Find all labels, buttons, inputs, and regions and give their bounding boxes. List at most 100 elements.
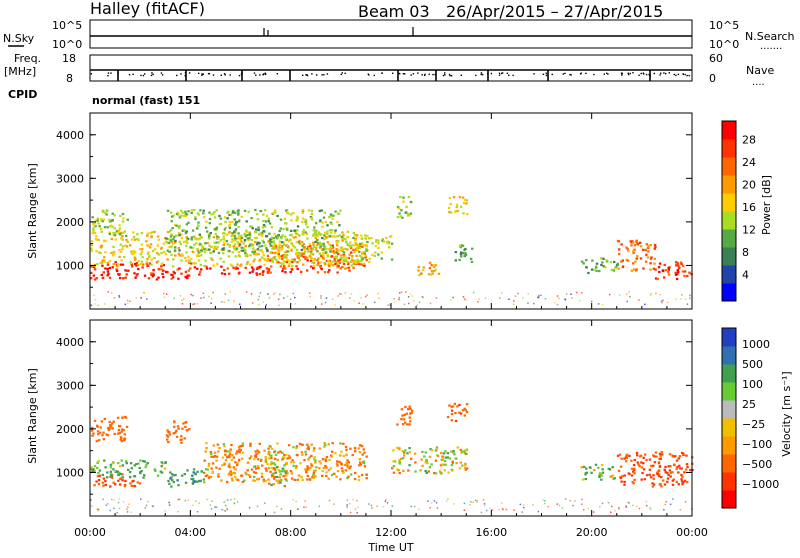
power-cell <box>368 261 371 264</box>
velocity-cell <box>427 470 430 473</box>
nave-dot <box>648 73 650 76</box>
power-cell <box>320 248 324 251</box>
velocity-cell <box>434 459 438 462</box>
power-cell <box>258 233 261 236</box>
power-noise-cell <box>662 299 664 302</box>
velocity-cell <box>190 477 193 481</box>
power-cell <box>284 271 287 274</box>
power-cell <box>291 261 294 264</box>
velocity-noise-cell <box>581 503 583 505</box>
power-cell <box>223 273 227 276</box>
power-cell <box>272 237 276 240</box>
power-noise-cell <box>675 298 677 300</box>
power-cell <box>178 224 181 227</box>
velocity-cell <box>256 464 260 468</box>
power-cell <box>344 237 347 241</box>
power-cell <box>94 237 98 241</box>
power-cell <box>309 250 313 254</box>
power-cell <box>90 240 94 243</box>
power-cell <box>296 229 299 232</box>
power-cell <box>676 262 679 265</box>
power-cell <box>348 245 352 248</box>
power-noise-cell <box>309 292 311 294</box>
power-cell <box>275 258 278 261</box>
power-cell <box>270 257 273 260</box>
power-cell <box>632 262 635 265</box>
velocity-cell <box>255 453 258 456</box>
velocity-cell <box>689 469 692 472</box>
velocity-cell <box>264 458 267 461</box>
velocity-cell <box>240 474 244 477</box>
power-cell <box>225 240 229 243</box>
power-noise-cell <box>403 303 406 306</box>
velocity-cell <box>675 480 678 483</box>
velocity-cell <box>336 470 340 473</box>
velocity-cell <box>448 404 451 407</box>
power-cell <box>174 246 177 249</box>
power-colorbar-tick: 4 <box>742 269 749 282</box>
velocity-cell <box>345 453 348 456</box>
velocity-cell <box>120 477 123 480</box>
velocity-colorbar-swatch <box>722 382 736 401</box>
power-cell <box>191 250 195 253</box>
power-cell <box>149 246 152 249</box>
power-cell <box>434 264 437 267</box>
power-cell <box>618 252 621 256</box>
velocity-cell <box>363 451 366 454</box>
power-cell <box>342 253 346 257</box>
power-cell <box>239 238 242 241</box>
velocity-cell <box>346 464 349 467</box>
power-cell <box>390 242 394 245</box>
velocity-cell <box>123 433 126 436</box>
power-cell <box>397 207 401 210</box>
velocity-cell <box>650 464 653 467</box>
power-cell <box>250 238 253 242</box>
x-tick-label: 04:00 <box>174 526 206 539</box>
power-cell <box>278 248 281 251</box>
power-cell <box>287 246 291 249</box>
power-cell <box>178 254 182 257</box>
nave-dot <box>276 73 278 75</box>
velocity-cell <box>93 465 97 468</box>
velocity-cell <box>627 472 630 475</box>
power-cell <box>201 246 204 249</box>
power-cell <box>119 277 122 280</box>
velocity-cell <box>642 456 645 459</box>
velocity-cell <box>357 478 361 482</box>
velocity-cell <box>464 466 467 469</box>
nave-dot <box>224 74 226 76</box>
power-cell <box>290 219 293 222</box>
velocity-cell <box>249 475 252 478</box>
velocity-ytick-label: 2000 <box>56 423 84 436</box>
power-noise-cell <box>353 300 355 302</box>
power-ytick-label: 3000 <box>56 172 84 185</box>
power-cell <box>167 231 170 234</box>
power-cell <box>253 250 256 253</box>
velocity-cell <box>200 470 203 473</box>
power-cell <box>223 241 226 244</box>
power-cell <box>318 252 322 255</box>
velocity-noise-cell <box>144 507 147 509</box>
power-cell <box>226 243 230 246</box>
velocity-cell <box>260 475 264 478</box>
power-cell <box>290 242 293 245</box>
power-cell <box>162 269 165 272</box>
velocity-cell <box>110 474 113 477</box>
power-cell <box>219 217 223 220</box>
power-cell <box>353 234 357 237</box>
power-cell <box>306 226 309 229</box>
power-cell <box>612 269 616 272</box>
velocity-cell <box>340 450 343 453</box>
x-tick-label: 00:00 <box>74 526 106 539</box>
velocity-cell <box>102 438 105 441</box>
power-cell <box>675 261 678 264</box>
power-cell <box>460 255 463 258</box>
power-cell <box>359 242 362 246</box>
power-cell <box>464 247 467 251</box>
power-cell <box>285 244 288 247</box>
power-cell <box>125 273 128 276</box>
power-noise-cell <box>462 296 465 298</box>
power-cell <box>335 261 338 264</box>
velocity-cell <box>207 464 210 468</box>
power-cell <box>329 244 332 247</box>
